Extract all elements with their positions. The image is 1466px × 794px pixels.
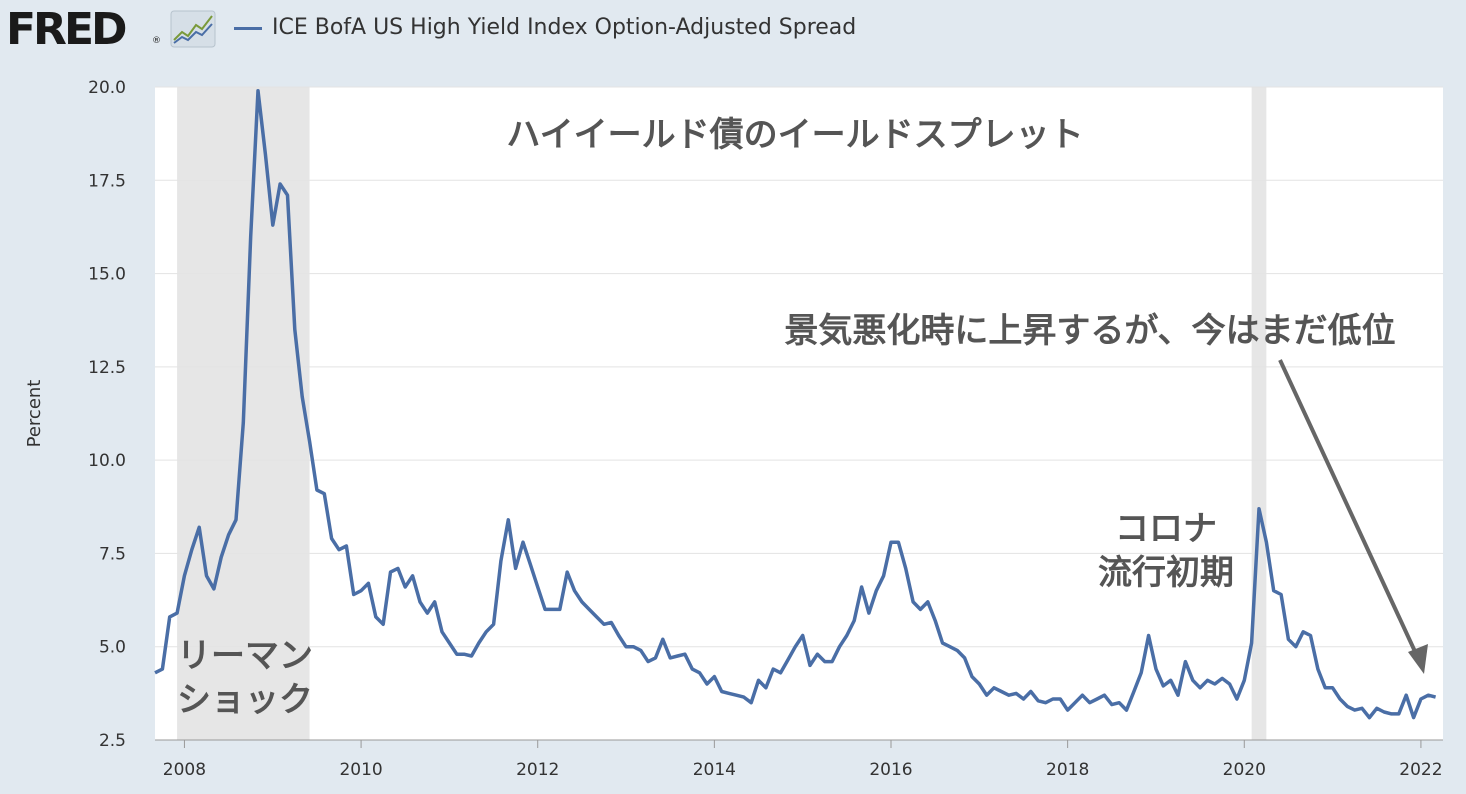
x-tick-label: 2020	[1223, 760, 1266, 780]
covid-annotation: コロナ	[1115, 509, 1217, 549]
y-tick-label: 2.5	[99, 731, 126, 751]
annotation-arrow-head	[1408, 644, 1428, 674]
y-tick-label: 20.0	[88, 78, 126, 98]
lehman-annotation: リーマン	[177, 636, 313, 676]
x-tick-label: 2010	[339, 760, 382, 780]
covid-annotation: 流行初期	[1098, 553, 1234, 593]
y-tick-label: 17.5	[88, 171, 126, 191]
legend-line-swatch	[234, 27, 262, 30]
header: FRED ® ICE BofA US High Yield Index Opti…	[0, 0, 1466, 60]
fred-logo[interactable]: FRED	[6, 4, 128, 55]
now-annotation: 景気悪化時に上昇するが、今はまだ低位	[784, 311, 1395, 351]
legend-series-label[interactable]: ICE BofA US High Yield Index Option-Adju…	[272, 15, 857, 40]
x-tick-label: 2018	[1046, 760, 1089, 780]
lehman-annotation: ショック	[177, 680, 313, 720]
graph-icon	[170, 10, 216, 48]
x-tick-label: 2012	[516, 760, 559, 780]
y-tick-label: 10.0	[88, 451, 126, 471]
chart-title: ハイイールド債のイールドスプレット	[506, 115, 1083, 155]
y-tick-label: 12.5	[88, 358, 126, 378]
y-tick-label: 7.5	[99, 544, 126, 564]
fred-registered-mark: ®	[152, 36, 161, 46]
y-axis-label: Percent	[24, 380, 45, 448]
plot-background	[155, 87, 1443, 740]
plot-area: 2.5 5.0 7.5 10.0 12.5 15.0 17.5 20.0 2008 2010 201…	[24, 78, 1443, 780]
x-tick-label: 2016	[869, 760, 912, 780]
chart: 2.5 5.0 7.5 10.0 12.5 15.0 17.5 20.0 2008 2010 201…	[24, 78, 1443, 780]
annotation-arrow-line	[1278, 359, 1420, 659]
series-line[interactable]	[154, 88, 1437, 720]
x-tick-label: 2008	[163, 760, 206, 780]
y-tick-label: 5.0	[99, 638, 126, 658]
x-tick-label: 2022	[1399, 760, 1442, 780]
recession-band-1	[1251, 87, 1267, 740]
x-tick-label: 2014	[693, 760, 736, 780]
y-tick-label: 15.0	[88, 265, 126, 285]
